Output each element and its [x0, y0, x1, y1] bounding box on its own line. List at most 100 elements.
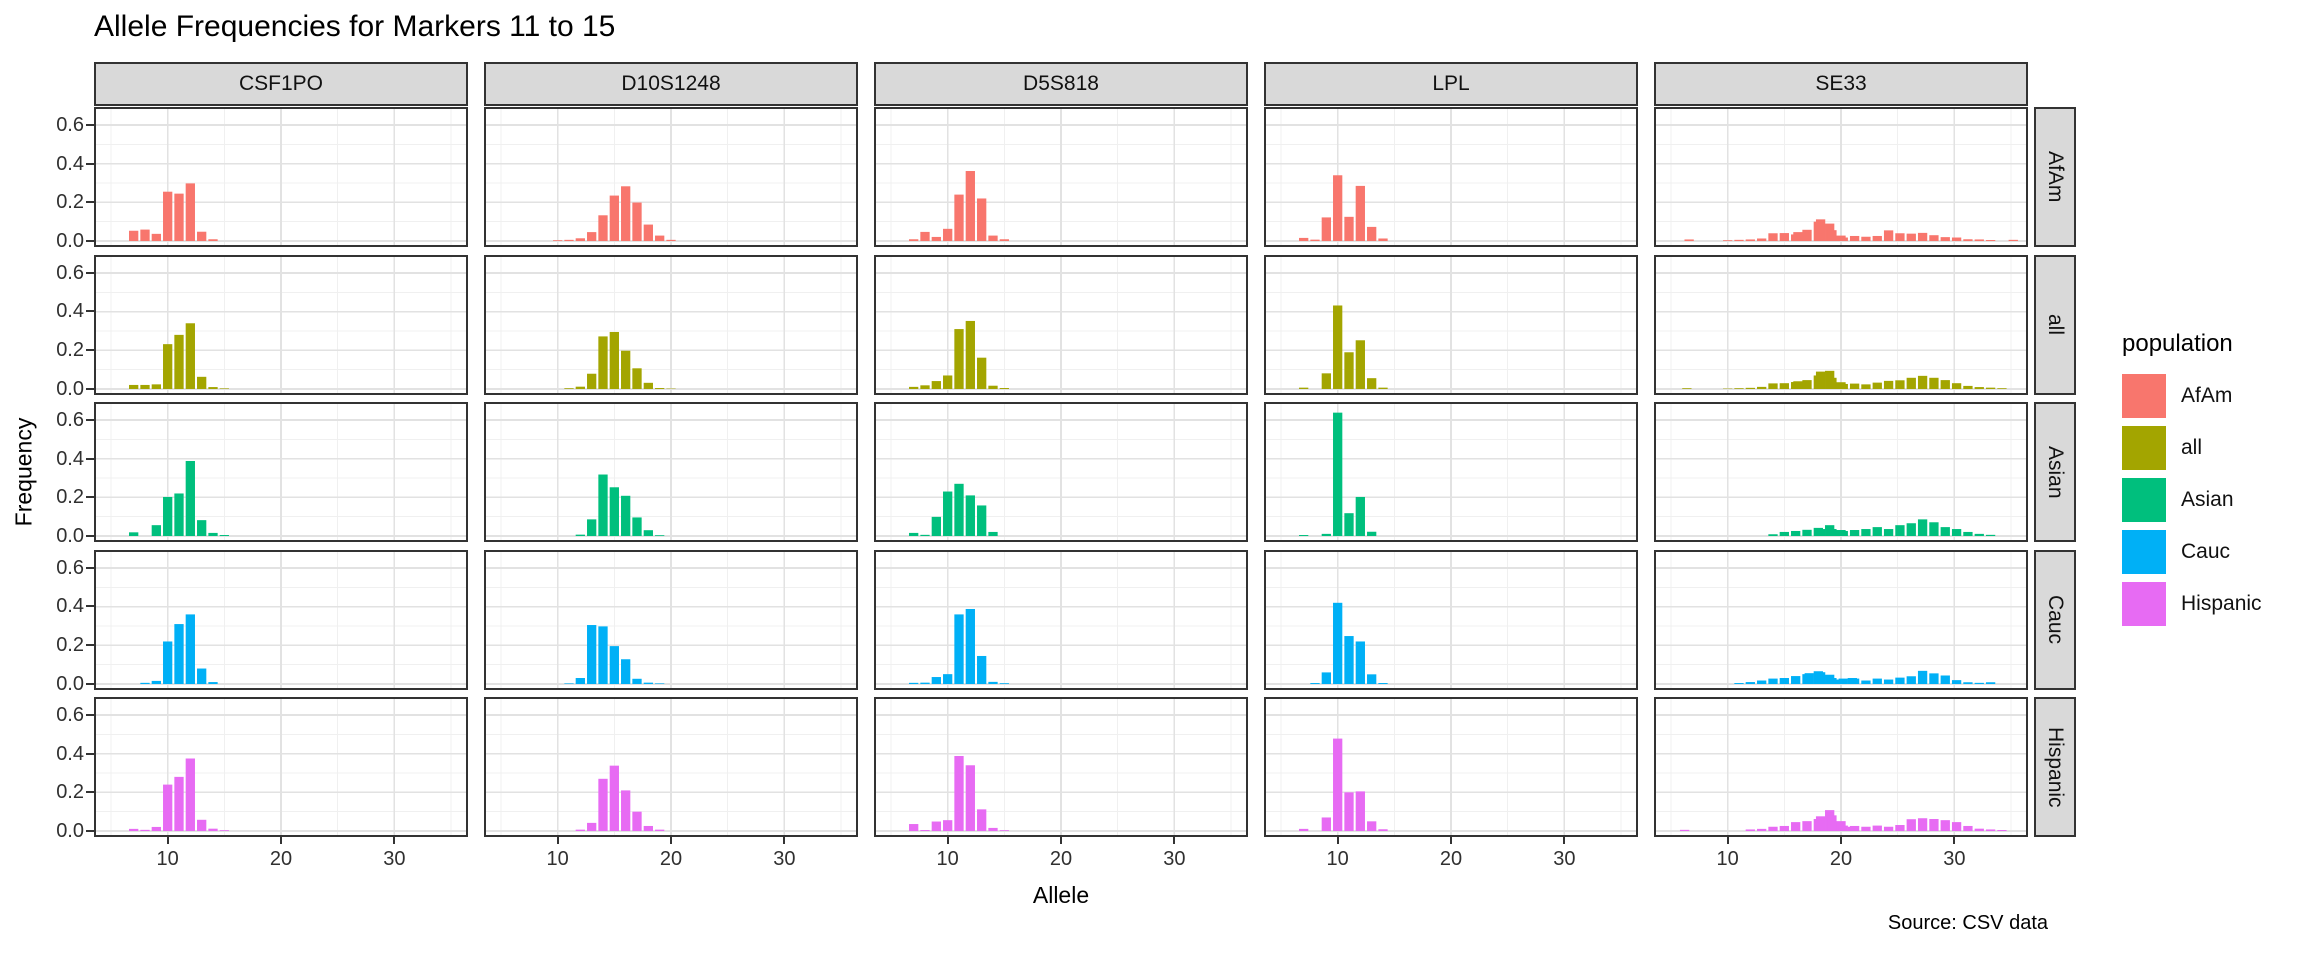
bar-se33-afam-a16.2 [1793, 232, 1803, 241]
bar-se33-afam-a28.2 [1929, 235, 1939, 241]
bar-d5s818-cauc-a7 [909, 682, 919, 684]
bar-d5s818-cauc-a14 [988, 681, 998, 684]
legend-item-hispanic: Hispanic [2122, 582, 2262, 626]
bar-d5s818-hispanic-a7 [909, 824, 919, 831]
x-tick-label: 20 [1829, 848, 1853, 870]
facet-panel-d5s818-afam [874, 107, 1248, 247]
bar-se33-hispanic-a25.2 [1895, 825, 1905, 831]
facet-panel-csf1po-afam [94, 107, 468, 247]
y-tick-label: 0.0 [56, 672, 84, 695]
x-tick-label: 20 [659, 848, 683, 870]
facet-strip-col-se33: SE33 [1654, 62, 2028, 106]
bar-se33-asian-a16 [1791, 530, 1801, 536]
bar-d5s818-cauc-a9 [931, 676, 941, 684]
bar-se33-hispanic-a33.2 [1985, 829, 1996, 831]
x-tick-mark [670, 837, 672, 844]
chart-title: Allele Frequencies for Markers 11 to 15 [94, 10, 616, 43]
bar-se33-afam-a18.2 [1815, 219, 1826, 241]
bar-se33-cauc-a25.2 [1895, 677, 1905, 684]
bar-csf1po-cauc-a10 [163, 640, 173, 684]
facet-strip-label: Hispanic [2044, 726, 2067, 808]
bar-se33-afam-a26.2 [1906, 233, 1916, 241]
facet-panel-d10s1248-all [484, 254, 858, 395]
bar-se33-hispanic-a15 [1779, 825, 1789, 831]
bar-lpl-all-a11 [1344, 351, 1354, 389]
bar-d5s818-afam-a15 [999, 239, 1009, 241]
bar-se33-asian-a22.2 [1861, 529, 1871, 536]
bar-d10s1248-hispanic-a17 [632, 811, 642, 831]
x-tick-mark [1060, 837, 1062, 844]
bar-csf1po-asian-a7 [129, 532, 139, 536]
y-tick-label: 0.2 [56, 486, 84, 509]
y-tick-mark [86, 201, 94, 204]
bar-se33-asian-a30.2 [1951, 529, 1962, 536]
bar-lpl-asian-a7 [1299, 535, 1309, 536]
bar-csf1po-hispanic-a9 [151, 826, 161, 831]
y-tick-mark [86, 348, 94, 351]
facet-panel-d5s818-hispanic [874, 697, 1248, 837]
bar-se33-all-a11 [1734, 387, 1744, 389]
facet-strip-label: Cauc [2044, 594, 2067, 645]
bar-csf1po-cauc-a8 [140, 682, 150, 684]
bar-csf1po-hispanic-a7 [129, 828, 139, 831]
facet-strip-label: LPL [1432, 72, 1470, 95]
y-tick-mark [86, 535, 94, 537]
bar-se33-hispanic-a34.2 [1997, 830, 2007, 831]
x-tick-label: 10 [1326, 848, 1349, 870]
facet-strip-row-all: all [2034, 254, 2076, 395]
bar-se33-hispanic-a30.2 [1951, 822, 1962, 831]
bar-d5s818-afam-a12 [965, 171, 975, 241]
y-tick-label: 0.0 [56, 230, 84, 252]
bar-se33-cauc-a21.2 [1849, 678, 1860, 684]
bar-se33-afam-a32.2 [1974, 239, 1984, 241]
legend-swatch-all [2122, 426, 2166, 470]
bar-csf1po-hispanic-a12 [185, 758, 195, 831]
bar-se33-afam-a21.2 [1849, 235, 1860, 241]
bar-se33-cauc-a27.2 [1917, 670, 1928, 684]
bar-d10s1248-all-a17 [632, 367, 642, 389]
bar-se33-cauc-a16 [1791, 675, 1801, 684]
bar-csf1po-cauc-a13 [197, 668, 207, 684]
bar-se33-all-a20.2 [1838, 383, 1848, 389]
bar-csf1po-asian-a13 [197, 520, 207, 536]
bar-se33-afam-a25.2 [1895, 233, 1905, 241]
bar-d10s1248-cauc-a14 [598, 625, 608, 684]
bar-se33-asian-a24.2 [1883, 529, 1894, 536]
bar-d10s1248-all-a16 [621, 350, 631, 389]
bar-d5s818-cauc-a15 [999, 682, 1009, 684]
x-tick-mark [1953, 837, 1956, 844]
y-tick-label: 0.6 [56, 261, 84, 284]
bar-csf1po-hispanic-a11 [174, 776, 184, 831]
facet-strip-col-d5s818: D5S818 [874, 62, 1248, 106]
bar-d5s818-hispanic-a13 [977, 809, 987, 831]
facet-panel-lpl-all [1264, 254, 1638, 395]
bar-lpl-cauc-a9 [1321, 671, 1331, 684]
facet-panel-csf1po-all [94, 254, 468, 395]
x-tick-mark [1450, 837, 1452, 844]
bar-se33-asian-a31.2 [1963, 531, 1973, 536]
bar-lpl-hispanic-a13 [1367, 821, 1377, 831]
facet-panel-se33-asian [1654, 402, 2028, 542]
bar-d5s818-hispanic-a10 [943, 820, 953, 831]
legend: population AfAm all Asian Cauc Hispanic [2122, 330, 2262, 634]
facet-strip-row-hispanic: Hispanic [2034, 697, 2076, 837]
legend-label: Asian [2181, 488, 2234, 511]
bar-lpl-all-a12 [1355, 339, 1365, 389]
x-tick-label: 20 [1439, 848, 1463, 870]
legend-swatch-asian [2122, 478, 2166, 522]
bar-d10s1248-afam-a13 [587, 232, 597, 241]
bar-se33-afam-a6.6 [1684, 239, 1694, 241]
y-tick-label: 0.6 [56, 556, 84, 579]
x-tick-label: 30 [1943, 848, 1966, 870]
bar-se33-all-a21.2 [1849, 383, 1860, 389]
y-tick-label: 0.0 [56, 525, 84, 547]
bar-se33-all-a33.2 [1985, 387, 1996, 389]
bar-se33-afam-a11 [1734, 239, 1744, 241]
bar-d5s818-asian-a13 [977, 505, 987, 536]
facet-panel-d10s1248-hispanic [484, 697, 858, 837]
y-tick-mark [86, 566, 94, 569]
bar-se33-all-a27.2 [1917, 375, 1928, 389]
bar-csf1po-all-a13 [197, 376, 207, 389]
bar-d10s1248-hispanic-a18 [643, 825, 653, 831]
bar-se33-asian-a32.2 [1974, 533, 1984, 536]
